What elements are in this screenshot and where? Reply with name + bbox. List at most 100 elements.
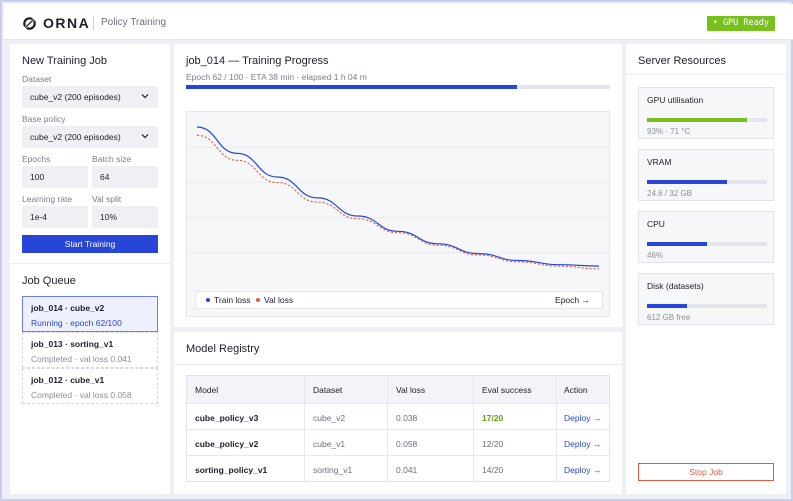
server-resources-panel: Server Resources GPU utilisation 93% · 7… bbox=[626, 44, 786, 494]
model-dataset: cube_v2 bbox=[313, 413, 346, 423]
epochs-label: Epochs bbox=[22, 154, 51, 164]
job-queue-title: Job Queue bbox=[22, 275, 76, 287]
table-row: sorting_policy_v1 sorting_v1 0.041 14/20… bbox=[187, 455, 609, 481]
col-divider bbox=[304, 404, 305, 429]
brand-name: ORNA bbox=[43, 15, 91, 31]
col-divider bbox=[473, 456, 474, 481]
job-status: Running · epoch 62/100 bbox=[31, 318, 122, 328]
resource-bar bbox=[647, 242, 767, 246]
registry-divider bbox=[174, 364, 622, 365]
col-divider bbox=[556, 430, 557, 455]
val-loss-dot bbox=[256, 298, 260, 302]
col-divider bbox=[304, 456, 305, 481]
header-divider bbox=[93, 16, 94, 30]
legend-train: Train loss bbox=[206, 295, 251, 305]
chevron-down-icon bbox=[141, 134, 149, 139]
job-name: job_013 · sorting_v1 bbox=[31, 339, 114, 349]
server-resources-title: Server Resources bbox=[638, 55, 727, 67]
base-policy-label: Base policy bbox=[22, 114, 66, 124]
resources-divider bbox=[626, 74, 786, 75]
job-name: job_012 · cube_v1 bbox=[31, 375, 105, 385]
legend-train-label: Train loss bbox=[214, 295, 251, 305]
epochs-input[interactable]: 100 bbox=[22, 166, 88, 188]
resource-name: GPU utilisation bbox=[647, 95, 704, 105]
resource-card-gpu: GPU utilisation 93% · 71 °C bbox=[638, 87, 774, 139]
epoch-axis-button[interactable]: Epoch → bbox=[555, 295, 590, 305]
model-name: cube_policy_v3 bbox=[195, 413, 259, 423]
deploy-button[interactable]: Deploy → bbox=[564, 439, 602, 449]
col-divider bbox=[304, 376, 305, 403]
model-eval-success: 14/20 bbox=[482, 465, 504, 475]
table-row: cube_policy_v3 cube_v2 0.038 17/20 Deplo… bbox=[187, 403, 609, 429]
val-loss-line bbox=[196, 134, 600, 270]
train-loss-line bbox=[196, 126, 600, 267]
resource-name: Disk (datasets) bbox=[647, 281, 704, 291]
col-divider bbox=[473, 430, 474, 455]
resource-value: 612 GB free bbox=[647, 313, 691, 322]
resource-name: VRAM bbox=[647, 157, 672, 167]
base-policy-select-value: cube_v2 (200 episodes) bbox=[30, 132, 121, 142]
batch-size-label: Batch size bbox=[92, 154, 132, 164]
model-dataset: cube_v1 bbox=[313, 439, 346, 449]
loss-chart-svg bbox=[187, 126, 609, 270]
col-divider bbox=[387, 404, 388, 429]
col-divider bbox=[304, 430, 305, 455]
gpu-status-badge: • GPU Ready bbox=[706, 16, 775, 31]
train-loss-dot bbox=[206, 298, 210, 302]
learning-rate-input[interactable]: 1e-4 bbox=[22, 206, 88, 228]
col-divider bbox=[387, 430, 388, 455]
model-registry-panel: Model Registry Model Dataset Val loss Ev… bbox=[174, 332, 622, 494]
training-subtitle: Epoch 62 / 100 · ETA 38 min · elapsed 1 … bbox=[186, 72, 367, 82]
deploy-button[interactable]: Deploy → bbox=[564, 413, 602, 423]
learning-rate-label: Learning rate bbox=[22, 194, 73, 204]
resource-card-disk: Disk (datasets) 612 GB free bbox=[638, 273, 774, 325]
new-training-job-panel: New Training Job Dataset cube_v2 (200 ep… bbox=[10, 44, 170, 494]
col-divider bbox=[387, 456, 388, 481]
resource-bar bbox=[647, 118, 767, 122]
resource-card-vram: VRAM 24.6 / 32 GB bbox=[638, 149, 774, 201]
resource-bar bbox=[647, 304, 767, 308]
job-queue-item[interactable]: job_012 · cube_v1 Completed · val loss 0… bbox=[22, 368, 158, 404]
start-training-button[interactable]: Start Training bbox=[22, 235, 158, 253]
batch-size-input[interactable]: 64 bbox=[92, 166, 158, 188]
base-policy-select[interactable]: cube_v2 (200 episodes) bbox=[22, 126, 158, 148]
new-job-title: New Training Job bbox=[22, 55, 107, 67]
chart-legend: Train loss Val loss Epoch → bbox=[195, 291, 603, 309]
col-model: Model bbox=[195, 385, 219, 395]
resource-value: 93% · 71 °C bbox=[647, 127, 691, 136]
job-status: Completed · val loss 0.058 bbox=[31, 390, 132, 400]
training-progress-fill bbox=[186, 85, 517, 89]
training-title: job_014 — Training Progress bbox=[186, 55, 329, 67]
loss-chart: Train loss Val loss Epoch → bbox=[186, 111, 610, 317]
col-val-loss: Val loss bbox=[396, 385, 426, 395]
resource-bar-fill bbox=[647, 180, 728, 184]
resource-value: 24.6 / 32 GB bbox=[647, 189, 692, 198]
model-dataset: sorting_v1 bbox=[313, 465, 353, 475]
col-divider bbox=[556, 456, 557, 481]
chevron-down-icon bbox=[141, 94, 149, 99]
brand-logo[interactable]: ORNA bbox=[22, 14, 90, 32]
resource-name: CPU bbox=[647, 219, 665, 229]
table-row: cube_policy_v2 cube_v1 0.058 12/20 Deplo… bbox=[187, 429, 609, 455]
resource-value: 46% bbox=[647, 251, 664, 260]
resource-bar-fill bbox=[647, 304, 687, 308]
job-name: job_014 · cube_v2 bbox=[31, 303, 105, 313]
dataset-select-value: cube_v2 (200 episodes) bbox=[30, 92, 121, 102]
col-divider bbox=[473, 376, 474, 403]
model-val-loss: 0.038 bbox=[396, 413, 418, 423]
stop-job-button[interactable]: Stop Job bbox=[638, 463, 774, 481]
dataset-label: Dataset bbox=[22, 74, 52, 84]
col-eval-success: Eval success bbox=[482, 385, 532, 395]
model-val-loss: 0.041 bbox=[396, 465, 418, 475]
table-header-row: Model Dataset Val loss Eval success Acti… bbox=[187, 376, 609, 403]
deploy-button[interactable]: Deploy → bbox=[564, 465, 602, 475]
val-split-input[interactable]: 10% bbox=[92, 206, 158, 228]
dataset-select[interactable]: cube_v2 (200 episodes) bbox=[22, 86, 158, 108]
job-queue-item[interactable]: job_014 · cube_v2 Running · epoch 62/100 bbox=[22, 296, 158, 332]
legend-val-label: Val loss bbox=[264, 295, 294, 305]
col-action: Action bbox=[564, 385, 588, 395]
model-eval-success: 12/20 bbox=[482, 439, 504, 449]
job-queue-item[interactable]: job_013 · sorting_v1 Completed · val los… bbox=[22, 332, 158, 368]
model-registry-title: Model Registry bbox=[186, 343, 260, 355]
